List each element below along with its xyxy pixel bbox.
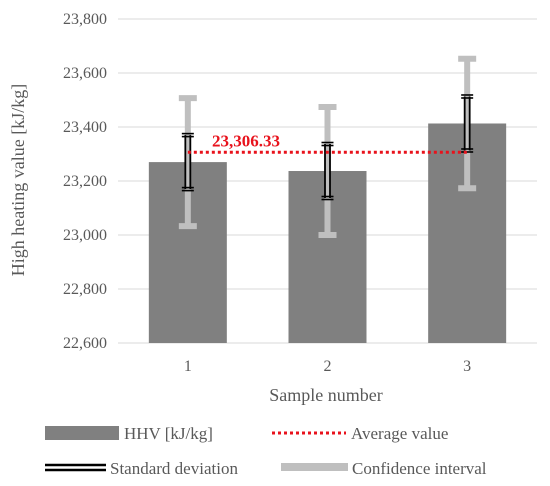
y-axis-tick-labels: 22,600 22,800 23,000 23,200 23,400 23,600 23,8… <box>63 11 107 352</box>
legend: HHV [kJ/kg] Average value Standard devia… <box>45 424 487 478</box>
average-value-label: 23,306.33 <box>212 131 280 150</box>
y-tick-label: 23,200 <box>63 173 107 190</box>
y-tick-label: 23,800 <box>63 11 107 28</box>
confidence-interval-bar <box>178 95 197 230</box>
legend-label-average: Average value <box>351 424 448 443</box>
standard-deviation-bar <box>181 132 194 192</box>
y-axis-title: High heating value [kJ/kg] <box>8 84 28 276</box>
legend-label-hhv: HHV [kJ/kg] <box>124 424 213 443</box>
y-tick-label: 23,600 <box>63 65 107 82</box>
y-tick-label: 22,600 <box>63 335 107 352</box>
x-tick-label: 2 <box>324 358 332 375</box>
x-axis-title: Sample number <box>269 385 382 405</box>
legend-swatch-confidence-interval <box>281 463 348 471</box>
legend-label-standard-deviation: Standard deviation <box>110 459 238 478</box>
legend-swatch-standard-deviation <box>45 463 106 472</box>
y-tick-label: 23,000 <box>63 227 107 244</box>
standard-deviation-bar <box>461 94 474 153</box>
confidence-interval-bar <box>458 55 477 192</box>
x-axis-tick-labels: 1 2 3 <box>184 358 471 375</box>
confidence-interval-bars <box>178 55 477 238</box>
y-tick-label: 23,400 <box>63 119 107 136</box>
x-tick-label: 3 <box>463 358 471 375</box>
standard-deviation-bar <box>321 141 334 201</box>
confidence-interval-bar <box>318 104 337 238</box>
legend-swatch-hhv <box>45 426 119 440</box>
y-tick-label: 22,800 <box>63 281 107 298</box>
x-tick-label: 1 <box>184 358 192 375</box>
legend-label-confidence-interval: Confidence interval <box>352 459 487 478</box>
standard-deviation-bars <box>181 94 474 201</box>
